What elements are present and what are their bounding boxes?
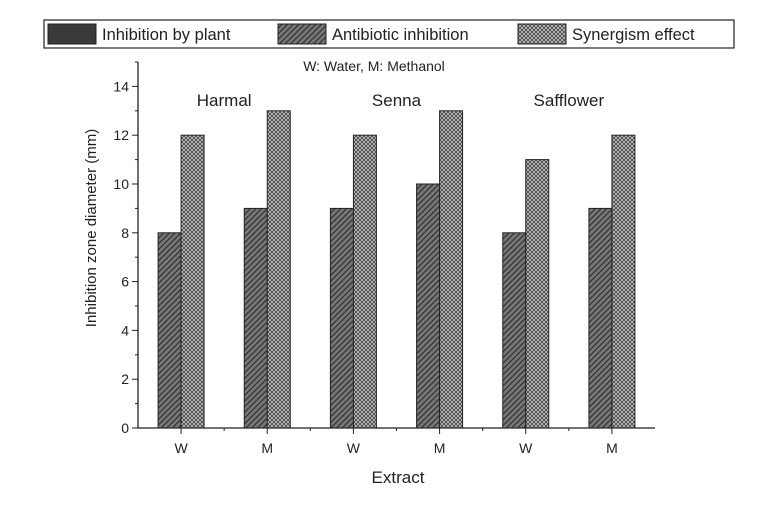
x-tick-label: M xyxy=(606,440,618,456)
x-tick-label: M xyxy=(434,440,446,456)
y-tick-label: 4 xyxy=(121,322,129,338)
x-tick-label: W xyxy=(174,440,188,456)
x-tick-label: W xyxy=(519,440,533,456)
bar-synergism-effect xyxy=(525,159,550,429)
plot-area: 0 2 4 6 8 10 12 14 W M W M W M xyxy=(113,61,655,456)
group-label: Senna xyxy=(372,91,422,110)
legend-label: Inhibition by plant xyxy=(102,26,231,44)
chart-annotation: W: Water, M: Methanol xyxy=(303,58,445,74)
y-tick-label: 14 xyxy=(113,78,129,94)
bar-synergism-effect xyxy=(266,110,291,429)
y-tick-label: 8 xyxy=(121,225,129,241)
group-label: Safflower xyxy=(534,91,605,110)
y-tick-label: 12 xyxy=(113,127,129,143)
bar-synergism-effect xyxy=(439,110,464,429)
x-tick-label: M xyxy=(261,440,273,456)
bar-antibiotic-inhibition xyxy=(243,207,268,429)
legend-label: Synergism effect xyxy=(572,26,695,44)
legend-swatch xyxy=(517,23,567,45)
bar-synergism-effect xyxy=(352,134,377,429)
legend-label: Antibiotic inhibition xyxy=(332,26,469,44)
bar-antibiotic-inhibition xyxy=(329,207,354,429)
bar-antibiotic-inhibition xyxy=(416,183,441,429)
legend-swatch xyxy=(277,23,327,45)
y-axis-title: Inhibition zone diameter (mm) xyxy=(83,129,100,327)
y-tick-label: 2 xyxy=(121,371,129,387)
bar-antibiotic-inhibition xyxy=(157,232,182,429)
legend-box xyxy=(43,19,735,49)
group-label: Harmal xyxy=(197,91,252,110)
x-tick-label: W xyxy=(347,440,361,456)
group-labels: Harmal Senna Safflower xyxy=(197,91,605,110)
bar-antibiotic-inhibition xyxy=(588,207,613,429)
y-tick-label: 0 xyxy=(121,420,129,436)
x-axis-title: Extract xyxy=(372,468,425,487)
bar-synergism-effect xyxy=(611,134,636,429)
bar-antibiotic-inhibition xyxy=(502,232,527,429)
y-tick-label: 6 xyxy=(121,274,129,290)
legend-swatch xyxy=(47,23,97,45)
bar-synergism-effect xyxy=(180,134,205,429)
y-tick-label: 10 xyxy=(113,176,129,192)
legend: Inhibition by plant Antibiotic inhibition… xyxy=(43,19,735,49)
